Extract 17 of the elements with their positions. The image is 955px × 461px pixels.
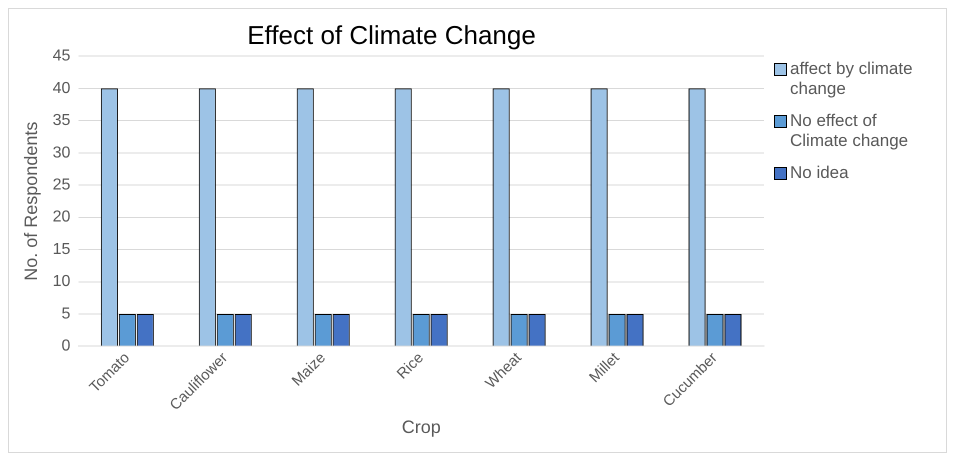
y-tick-label: 30 <box>52 144 70 162</box>
x-tick-label: Rice <box>394 349 427 383</box>
legend-label: affect by climate change <box>790 59 914 99</box>
legend-label: No effect of Climate change <box>790 111 910 151</box>
legend-label: No idea <box>790 163 849 183</box>
y-tick-label: 45 <box>52 48 70 65</box>
chart-title: Effect of Climate Change <box>247 20 536 50</box>
y-tick-label: 40 <box>52 80 70 97</box>
y-axis-title: No. of Respondents <box>20 122 41 281</box>
y-tick-label: 5 <box>61 305 70 322</box>
y-tick-label: 10 <box>52 273 70 290</box>
y-tick-label: 20 <box>52 208 70 226</box>
y-tick-label: 15 <box>52 240 70 258</box>
y-tick-label: 0 <box>61 338 70 355</box>
y-tick-label: 25 <box>52 176 70 194</box>
y-tick-label: 35 <box>52 112 70 130</box>
x-axis-title: Crop <box>402 417 441 438</box>
